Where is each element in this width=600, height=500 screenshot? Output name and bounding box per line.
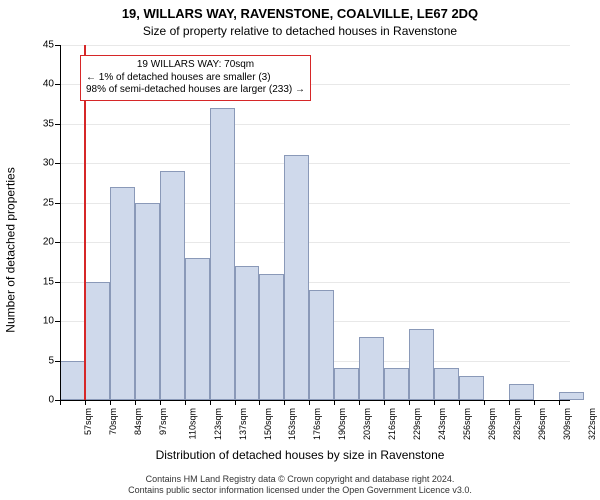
y-axis (60, 45, 61, 400)
histogram-bar (160, 171, 185, 400)
x-tick-label: 110sqm (187, 408, 197, 439)
y-tick-label: 40 (14, 79, 54, 90)
histogram-bar (334, 368, 359, 400)
y-tick-label: 15 (14, 276, 54, 287)
x-tick-label: 282sqm (512, 408, 522, 440)
x-tick-label: 243sqm (437, 408, 447, 440)
histogram-bar (509, 384, 534, 400)
x-tick-label: 57sqm (83, 408, 93, 435)
histogram-bar (409, 329, 434, 400)
y-tick-label: 0 (14, 395, 54, 406)
histogram-bar (210, 108, 235, 400)
x-tick-label: 97sqm (158, 408, 168, 435)
y-tick-label: 45 (14, 40, 54, 51)
x-tick-label: 123sqm (213, 408, 223, 440)
histogram-bar (135, 203, 160, 400)
x-tick-label: 176sqm (312, 408, 322, 440)
histogram-bar (359, 337, 384, 400)
x-tick-label: 216sqm (387, 408, 397, 440)
x-tick-label: 163sqm (288, 408, 298, 440)
annotation-line: 98% of semi-detached houses are larger (… (86, 84, 305, 97)
y-axis-label: Number of detached properties (4, 0, 18, 500)
annotation-line: 19 WILLARS WAY: 70sqm (86, 59, 305, 72)
x-tick-label: 296sqm (537, 408, 547, 440)
histogram-bar (284, 155, 309, 400)
x-tick-label: 229sqm (412, 408, 422, 440)
y-axis-label-text: Number of detached properties (4, 167, 18, 332)
x-tick-label: 84sqm (133, 408, 143, 435)
histogram-bar (85, 282, 110, 400)
x-tick-label: 256sqm (462, 408, 472, 440)
license-line-1: Contains HM Land Registry data © Crown c… (0, 474, 600, 485)
histogram-bar (434, 368, 459, 400)
x-tick-label: 70sqm (108, 408, 118, 435)
histogram-bar (60, 361, 85, 400)
histogram-bar (459, 376, 484, 400)
annotation-line: ← 1% of detached houses are smaller (3) (86, 72, 305, 85)
x-tick-label: 150sqm (263, 408, 273, 440)
histogram-bar (384, 368, 409, 400)
chart-subtitle: Size of property relative to detached ho… (0, 24, 600, 38)
x-tick-label: 309sqm (562, 408, 572, 440)
y-tick-label: 10 (14, 316, 54, 327)
x-tick-label: 203sqm (362, 408, 372, 440)
histogram-bar (559, 392, 584, 400)
histogram-bar (235, 266, 260, 400)
x-tick-label: 190sqm (337, 408, 347, 440)
histogram-bar (309, 290, 334, 400)
y-tick-label: 30 (14, 158, 54, 169)
page-title: 19, WILLARS WAY, RAVENSTONE, COALVILLE, … (0, 6, 600, 21)
x-axis (60, 400, 570, 401)
y-tick-label: 35 (14, 118, 54, 129)
x-tick-label: 269sqm (487, 408, 497, 440)
histogram-bar (185, 258, 210, 400)
y-tick-label: 5 (14, 355, 54, 366)
grid-line (60, 124, 570, 125)
x-tick-label: 137sqm (238, 408, 248, 440)
y-tick-label: 25 (14, 197, 54, 208)
x-axis-label: Distribution of detached houses by size … (0, 448, 600, 462)
annotation-box: 19 WILLARS WAY: 70sqm← 1% of detached ho… (80, 55, 311, 101)
y-tick-label: 20 (14, 237, 54, 248)
x-tick-label: 322sqm (587, 408, 597, 440)
license-line-2: Contains public sector information licen… (0, 485, 600, 496)
histogram-bar (259, 274, 284, 400)
grid-line (60, 45, 570, 46)
histogram-bar (110, 187, 135, 400)
license-notice: Contains HM Land Registry data © Crown c… (0, 474, 600, 496)
grid-line (60, 163, 570, 164)
